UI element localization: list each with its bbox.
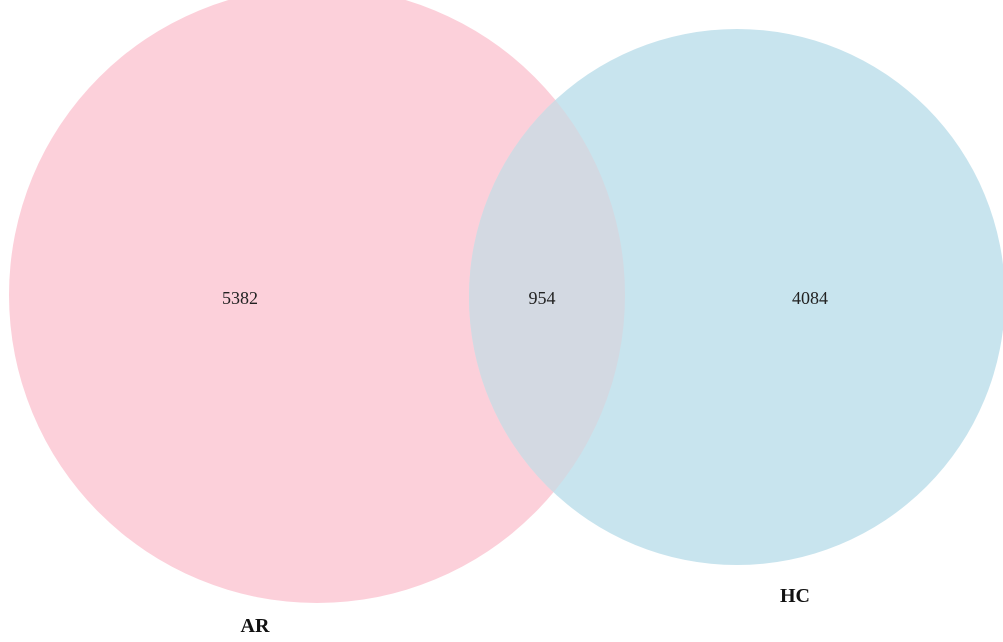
ar-only-count: 5382 [222,288,258,308]
set-hc-label: HC [780,585,810,607]
set-ar-label: AR [241,615,270,637]
hc-only-count: 4084 [792,288,828,308]
set-ar-circle [9,0,625,603]
set-hc-circle [469,29,1003,565]
intersection-count: 954 [529,288,556,308]
